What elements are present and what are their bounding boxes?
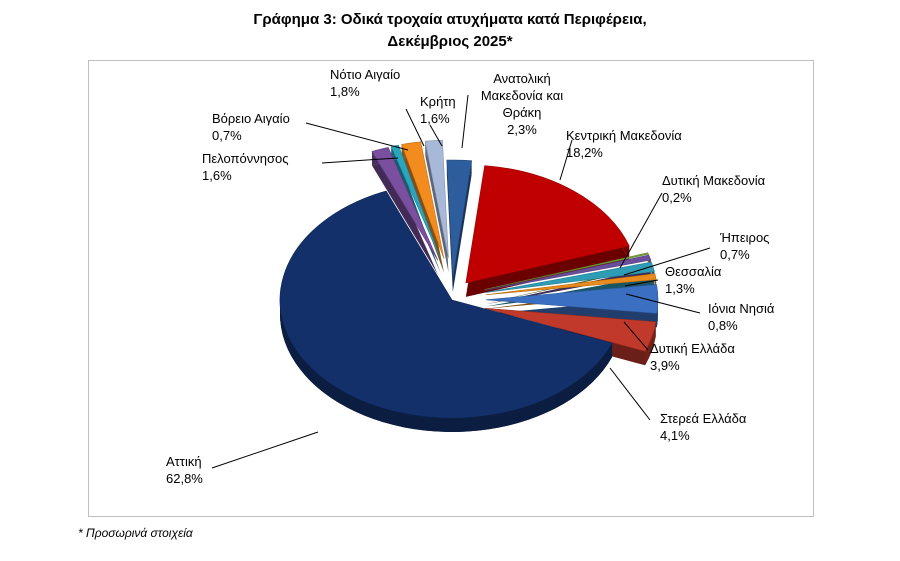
pie-slice-side: [645, 321, 656, 366]
pie-slice: [465, 165, 630, 284]
pie-slice: [279, 190, 613, 419]
leader-line: [305, 122, 409, 151]
slice-value-label: 2,3%: [507, 122, 537, 137]
pie-slice: [484, 307, 657, 352]
slice-value-label: 1,3%: [665, 281, 695, 296]
slice-label: Κεντρική Μακεδονία: [566, 128, 682, 143]
leader-line: [321, 157, 399, 164]
chart-title-line2: Δεκέμβριος 2025*: [387, 33, 513, 50]
chart-title-line1: Γράφημα 3: Οδικά τροχαία ατυχήματα κατά …: [253, 11, 647, 28]
slice-value-label: 3,9%: [650, 358, 680, 373]
slice-label: Νότιο Αιγαίο: [330, 67, 400, 82]
slice-value-label: 62,8%: [166, 471, 203, 486]
leader-line: [211, 431, 319, 469]
pie-slice: [485, 284, 659, 314]
slice-value-label: 18,2%: [566, 145, 603, 160]
leader-line: [405, 108, 425, 147]
slice-value-label: 4,1%: [660, 428, 690, 443]
pie-slice-depth: [372, 161, 438, 275]
pie-labels-group: Ανατολική Μακεδονία και Θράκη 2,3% Κεντρική …: [166, 67, 775, 486]
pie-slices-group: [279, 139, 659, 419]
slice-label: Ιόνια Νησιά: [708, 301, 775, 316]
leader-line: [624, 279, 659, 287]
footnote: * Προσωρινά στοιχεία: [78, 526, 193, 540]
pie-slice: [446, 159, 472, 279]
pie-slice: [401, 141, 445, 259]
leader-line: [609, 367, 651, 421]
leader-line: [625, 293, 701, 314]
slice-label: Θεσσαλία: [665, 264, 722, 279]
slice-label: Πελοπόννησος: [202, 151, 288, 166]
slice-value-label: 0,7%: [212, 128, 242, 143]
slice-label: Δυτική Ελλάδα: [650, 341, 735, 356]
leader-line: [619, 192, 663, 269]
slice-label: Ανατολική Μακεδονία και Θράκη: [481, 71, 563, 120]
pie-slice: [484, 254, 652, 291]
leader-line: [461, 94, 469, 149]
pie-slice: [390, 144, 442, 260]
slice-value-label: 0,8%: [708, 318, 738, 333]
leader-line: [623, 321, 649, 351]
pie-slice: [485, 261, 655, 293]
slice-label: Στερεά Ελλάδα: [660, 411, 747, 426]
slice-value-label: 1,6%: [202, 168, 232, 183]
pie-slice: [485, 273, 657, 296]
slice-value-label: 0,2%: [662, 190, 692, 205]
slice-value-label: 0,7%: [720, 247, 750, 262]
pie-slice: [484, 252, 649, 290]
leader-line: [429, 124, 443, 147]
leader-line: [623, 247, 711, 276]
pie-slice: [424, 139, 449, 259]
slice-label: Αττική: [166, 454, 202, 469]
chart-frame: [88, 60, 814, 517]
slice-value-label: 1,8%: [330, 84, 360, 99]
slice-label: Ήπειρος: [719, 230, 769, 245]
slice-label: Δυτική Μακεδονία: [662, 173, 766, 188]
slice-label: Κρήτη: [420, 94, 456, 109]
slice-value-label: 1,6%: [420, 111, 450, 126]
leader-line: [559, 139, 573, 181]
pie-slice: [371, 147, 439, 261]
slice-label: Βόρειο Αιγαίο: [212, 111, 290, 126]
